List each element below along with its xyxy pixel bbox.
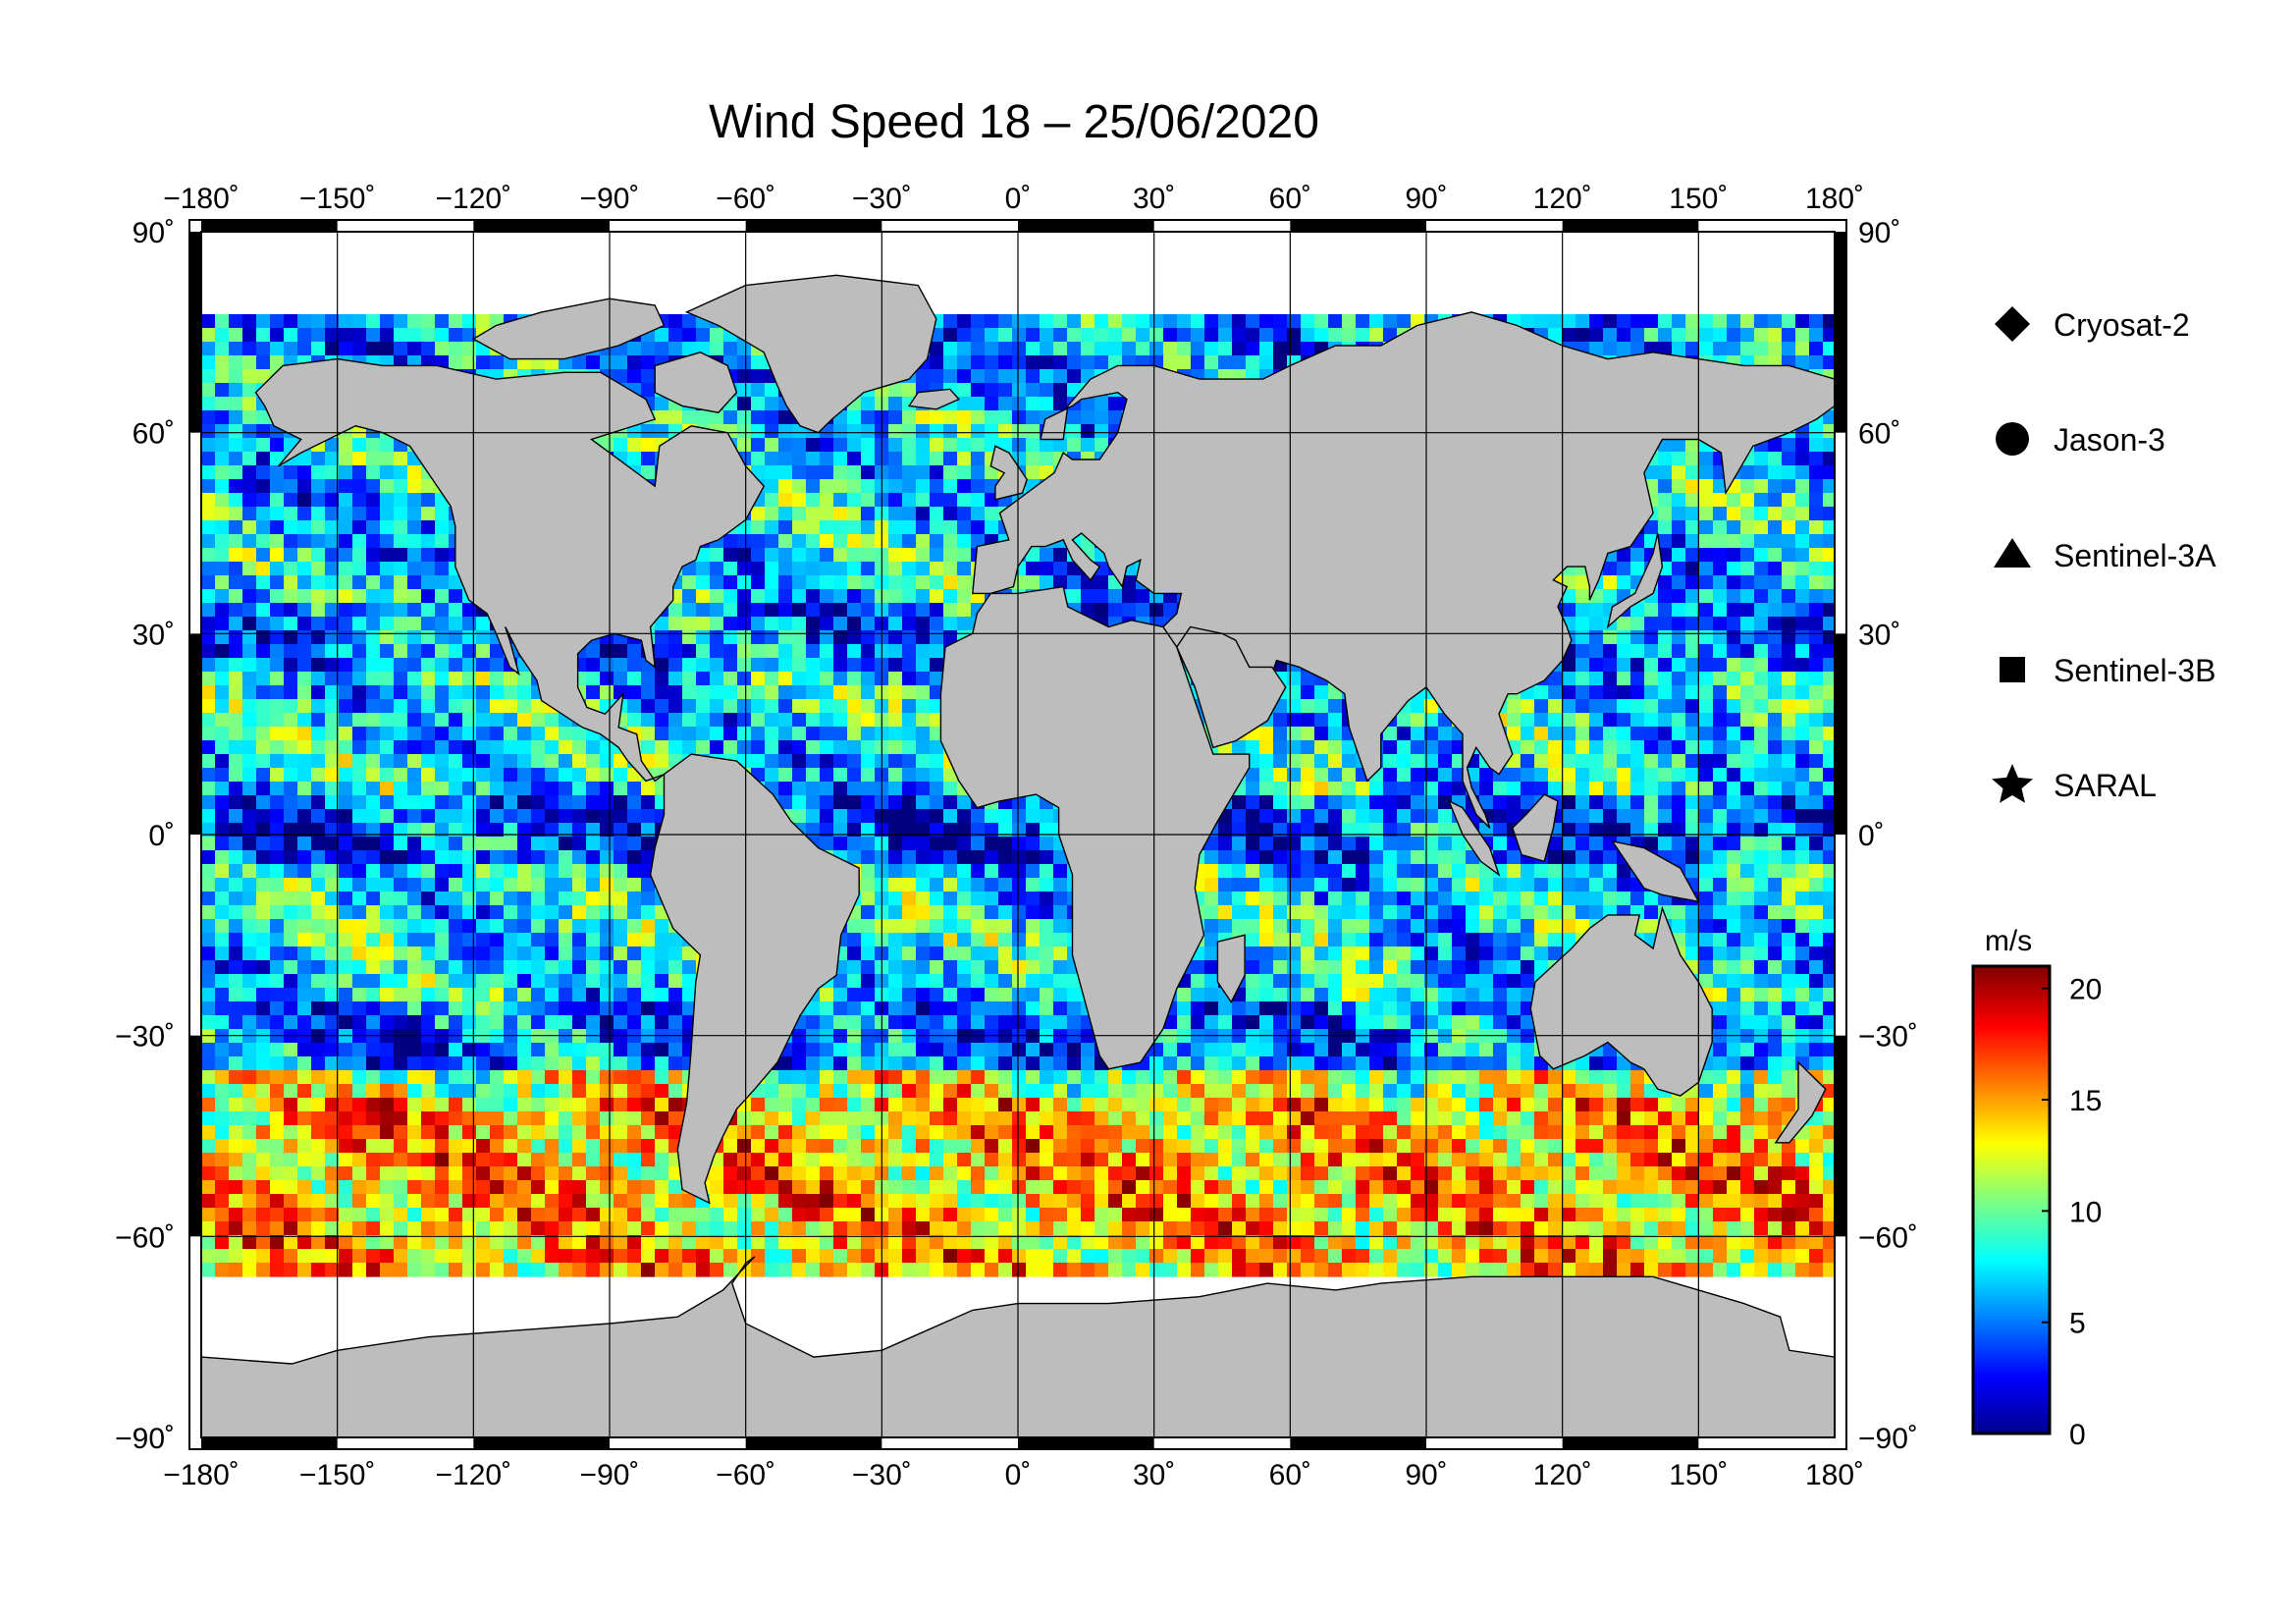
lon-tick-top: 120˚ [1533, 183, 1592, 215]
star-icon [1992, 764, 2033, 803]
land-canadian-archipelago [471, 298, 666, 360]
colorbar-unit-label: m/s [1985, 925, 2032, 957]
land-eurasia [972, 311, 1835, 829]
colorbar-tick-label: 0 [2069, 1419, 2086, 1451]
legend-label-cryosat-2: Cryosat-2 [2054, 307, 2190, 343]
colorbar-gradient [1971, 964, 2052, 1435]
lat-tick-left: 90˚ [133, 217, 175, 249]
frame-segment [745, 1437, 882, 1449]
frame-segment [201, 220, 338, 232]
land-iceland [907, 388, 961, 410]
lat-tick-right: 0˚ [1858, 820, 1885, 852]
lon-tick-bottom: 60˚ [1269, 1459, 1311, 1491]
square-icon [2000, 657, 2025, 682]
land-north-america [254, 357, 766, 783]
lon-tick-top: 30˚ [1133, 183, 1175, 215]
frame-segment [189, 1035, 201, 1237]
lon-tick-bottom: −150˚ [299, 1459, 376, 1491]
frame-segment [745, 220, 882, 232]
chart-title: Wind Speed 18 – 25/06/2020 [709, 96, 1319, 148]
frame-segment [1835, 1035, 1846, 1237]
lon-tick-bottom: 120˚ [1533, 1459, 1592, 1491]
land-japan [1606, 532, 1664, 629]
frame-segment [1835, 633, 1846, 835]
lat-tick-left: 0˚ [148, 820, 175, 852]
colorbar-tick-label: 20 [2069, 974, 2102, 1006]
world-map [201, 232, 1835, 1437]
lon-tick-bottom: −90˚ [580, 1459, 640, 1491]
frame-segment [1562, 220, 1699, 232]
lon-tick-bottom: 180˚ [1805, 1459, 1864, 1491]
land-baffin-island [654, 352, 738, 413]
lat-tick-right: 30˚ [1858, 619, 1900, 651]
land-arabia [1176, 625, 1287, 749]
frame-segment [1018, 220, 1154, 232]
lon-tick-bottom: −120˚ [436, 1459, 512, 1491]
lat-tick-left: −60˚ [115, 1221, 175, 1254]
circle-icon [1996, 422, 2029, 456]
graticule [201, 232, 1835, 1437]
colorbar-tick-label: 5 [2069, 1308, 2086, 1340]
lat-tick-right: −30˚ [1858, 1021, 1918, 1054]
lat-tick-right: −60˚ [1858, 1221, 1918, 1254]
colorbar-tick-label: 10 [2069, 1196, 2102, 1228]
lon-tick-top: 180˚ [1805, 183, 1864, 215]
lon-tick-top: 60˚ [1269, 183, 1311, 215]
lon-tick-top: −60˚ [716, 183, 775, 215]
lon-tick-top: 150˚ [1669, 183, 1728, 215]
frame-segment [473, 1437, 610, 1449]
frame-segment [189, 232, 201, 433]
frame-segment [473, 220, 610, 232]
lat-tick-right: −90˚ [1858, 1423, 1918, 1455]
lon-tick-bottom: 0˚ [1005, 1459, 1032, 1491]
frame-segment [1562, 1437, 1699, 1449]
frame-segment [1290, 220, 1426, 232]
land-new-zealand [1774, 1060, 1827, 1144]
lat-tick-left: −90˚ [115, 1423, 175, 1455]
colorbar-ticks: 20 15 10 5 0 [2042, 974, 2102, 1451]
satellite-legend: Cryosat-2 Jason-3 Sentinel-3A Sentinel-3… [1992, 306, 2216, 803]
lat-tick-right: 90˚ [1858, 217, 1900, 249]
legend-label-saral: SARAL [2054, 768, 2157, 803]
lon-tick-bottom: −180˚ [163, 1459, 240, 1491]
lon-tick-top: −90˚ [580, 183, 640, 215]
land-borneo [1511, 793, 1559, 863]
land-madagascar [1216, 934, 1246, 1003]
frame-segment [189, 633, 201, 835]
land-south-america [649, 753, 860, 1205]
map-frame [188, 219, 1847, 1450]
lon-tick-bottom: 150˚ [1669, 1459, 1728, 1491]
legend-label-jason-3: Jason-3 [2054, 422, 2165, 458]
lon-tick-top: 90˚ [1405, 183, 1447, 215]
frame-segment [1835, 232, 1846, 433]
diamond-icon [1995, 306, 2030, 342]
lon-tick-top: −30˚ [852, 183, 912, 215]
lat-tick-left: 30˚ [133, 619, 175, 651]
colorbar-tick-label: 15 [2069, 1085, 2102, 1117]
legend-label-sentinel-3b: Sentinel-3B [2054, 653, 2216, 688]
frame-segment [1290, 1437, 1426, 1449]
lon-tick-top: −150˚ [299, 183, 376, 215]
frame-segment [1018, 1437, 1154, 1449]
lat-tick-right: 60˚ [1858, 418, 1900, 451]
lon-tick-bottom: 30˚ [1133, 1459, 1175, 1491]
lon-tick-top: −120˚ [436, 183, 512, 215]
lon-tick-top: 0˚ [1005, 183, 1032, 215]
frame-segment [201, 1437, 338, 1449]
lon-tick-bottom: 90˚ [1405, 1459, 1447, 1491]
lat-tick-left: −30˚ [115, 1021, 175, 1054]
lon-tick-bottom: −30˚ [852, 1459, 912, 1491]
land-greenland [684, 274, 937, 434]
colorbar: m/s 20 15 10 5 0 [1971, 925, 2102, 1451]
lon-tick-bottom: −60˚ [716, 1459, 775, 1491]
legend-label-sentinel-3a: Sentinel-3A [2054, 538, 2216, 573]
lat-tick-left: 60˚ [133, 418, 175, 451]
lon-tick-top: −180˚ [163, 183, 240, 215]
axis-tick-labels: −180˚ −180˚ −150˚ −150˚ −120˚ −120˚ −90˚ −90˚ −6… [115, 183, 1918, 1491]
triangle-icon [1994, 538, 2031, 568]
land-australia [1529, 905, 1713, 1097]
